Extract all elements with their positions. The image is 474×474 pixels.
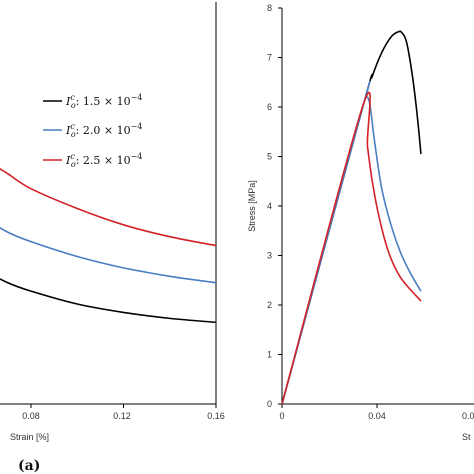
- left-x-axis-label: Strain [%]: [10, 432, 49, 442]
- left-x-tick-marks: [30, 404, 217, 408]
- left-x-tick-label-0: 0.08: [22, 411, 40, 421]
- right-x-tick-label-0: 0: [279, 411, 284, 421]
- legend-entry-2: Ic o: 2.0 × 10−4: [65, 122, 142, 139]
- left-series-group: [0, 168, 217, 324]
- right-y-tick-label-3: 3: [267, 251, 272, 261]
- right-y-tick-label-6: 6: [267, 102, 272, 112]
- right-x-tick-marks: [281, 404, 378, 408]
- left-x-tick-label-2: 0.16: [207, 411, 225, 421]
- left-chart: 0.08 0.12 0.16 Strain [%] Ic o: 1.5 × 10−…: [0, 2, 225, 474]
- left-series-line-0: [0, 278, 217, 324]
- right-y-tick-label-8: 8: [267, 3, 272, 13]
- right-y-tick-label-2: 2: [267, 300, 272, 310]
- legend-entry-1: Ic o: 1.5 × 10−4: [65, 93, 142, 110]
- right-x-tick-label-2: 0.0: [462, 411, 474, 421]
- right-y-tick-label-4: 4: [267, 201, 272, 211]
- legend-entry-3: Ic o: 2.5 × 10−4: [65, 152, 142, 169]
- legend-base-1: 1.5: [83, 95, 101, 108]
- right-chart: 0 1 2 3 4 5 6 7 8 0 0.04 0.0 St Stress [MPa]: [247, 3, 474, 442]
- right-series-line-2: [281, 91, 422, 405]
- right-y-tick-label-5: 5: [267, 152, 272, 162]
- legend-base-3: 2.5: [83, 154, 101, 167]
- right-y-axis-label: Stress [MPa]: [247, 180, 257, 232]
- right-y-tick-label-1: 1: [267, 350, 272, 360]
- right-y-tick-label-0: 0: [267, 399, 272, 409]
- right-y-tick-group: 0 1 2 3 4 5 6 7 8: [267, 3, 282, 409]
- right-series-line-0: [281, 30, 422, 405]
- left-series-line-2: [0, 168, 217, 247]
- right-series-group: [281, 30, 422, 405]
- right-x-tick-label-1: 0.04: [368, 411, 386, 421]
- left-x-tick-label-1: 0.12: [113, 411, 131, 421]
- right-series-line-1: [281, 80, 422, 405]
- legend: Ic o: 1.5 × 10−4 Ic o: 2.0 × 10−4 Ic o: 2.5…: [43, 93, 142, 169]
- right-x-axis-label: St: [462, 432, 471, 442]
- panel-label-a: (a): [18, 458, 40, 474]
- right-y-tick-label-7: 7: [267, 53, 272, 63]
- legend-base-2: 2.0: [83, 124, 101, 137]
- left-series-line-1: [0, 227, 217, 284]
